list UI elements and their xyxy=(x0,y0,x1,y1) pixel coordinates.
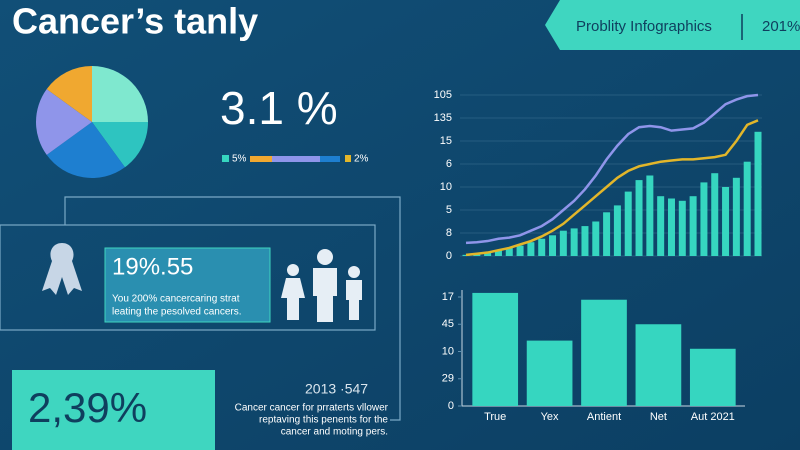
footer-text: reptaving this penents for the xyxy=(259,415,388,426)
bar xyxy=(494,250,502,256)
banner xyxy=(545,0,800,50)
bar xyxy=(613,205,621,256)
footer-value: 2,39% xyxy=(28,384,147,431)
legend-label: 5% xyxy=(232,154,247,165)
y-tick-label: 0 xyxy=(446,250,452,262)
legend-bar xyxy=(250,156,272,162)
bar xyxy=(624,191,632,256)
pie-slice xyxy=(46,66,92,122)
banner-year: 201% xyxy=(762,18,800,35)
bar xyxy=(516,245,524,256)
line xyxy=(465,119,759,257)
pie-slice xyxy=(92,66,148,122)
y-tick-label: 5 xyxy=(446,204,452,216)
legend-label: 2% xyxy=(354,154,369,165)
y-tick-label: 105 xyxy=(434,89,452,101)
bar xyxy=(711,173,719,256)
bar xyxy=(592,221,600,256)
legend-swatch xyxy=(222,155,229,162)
footer-text: Cancer cancer for prraterts vllower xyxy=(235,403,389,414)
bar xyxy=(646,175,654,256)
people-icon xyxy=(281,249,362,322)
bar xyxy=(635,180,643,256)
bar xyxy=(754,131,762,256)
legend-swatch xyxy=(345,155,351,162)
legend-bar xyxy=(320,156,340,162)
x-tick-label: Aut 2021 xyxy=(691,411,735,423)
title: Cancer’s tanly xyxy=(12,1,258,42)
y-tick-label: 17 xyxy=(442,291,454,303)
legend-bar xyxy=(272,156,320,162)
banner-text: Problity Infographics xyxy=(576,18,712,35)
x-tick-label: Yex xyxy=(541,411,559,423)
connector xyxy=(64,196,401,421)
bar xyxy=(570,228,578,256)
bar xyxy=(743,161,751,256)
line xyxy=(465,93,759,245)
card-text: leating the pesolved cancers. xyxy=(112,307,242,318)
y-tick-label: 10 xyxy=(442,345,454,357)
bar xyxy=(635,324,682,406)
pie-slice xyxy=(46,122,125,179)
y-tick-label: 6 xyxy=(446,158,452,170)
bar xyxy=(559,230,567,256)
footer-text: cancer and moting pers. xyxy=(281,427,388,438)
bar xyxy=(472,292,519,406)
bar xyxy=(462,254,470,256)
footer-box xyxy=(12,370,215,450)
y-tick-label: 10 xyxy=(440,181,452,193)
bar xyxy=(549,235,557,256)
big-stat: 3.1 % xyxy=(220,82,338,134)
bar xyxy=(603,212,611,256)
bar xyxy=(732,177,740,256)
footer-year: 2013 ·547 xyxy=(305,381,368,397)
panel xyxy=(0,224,376,331)
bar xyxy=(505,247,513,256)
bar xyxy=(527,242,535,256)
bar xyxy=(667,198,675,256)
y-tick-label: 15 xyxy=(440,135,452,147)
bar xyxy=(689,196,697,256)
bar xyxy=(581,299,627,406)
pie-slice xyxy=(36,89,92,155)
pie-slice xyxy=(92,122,148,168)
bar xyxy=(581,226,589,256)
y-tick-label: 135 xyxy=(434,112,452,124)
bar xyxy=(484,252,492,256)
bar xyxy=(700,182,708,256)
bar xyxy=(689,348,736,406)
card xyxy=(104,247,271,323)
x-tick-label: True xyxy=(484,411,506,423)
card-value: 19%.55 xyxy=(112,253,193,280)
bar xyxy=(538,238,546,256)
bar xyxy=(722,187,730,256)
bar xyxy=(678,200,686,256)
ribbon-icon xyxy=(42,243,82,295)
x-tick-label: Antient xyxy=(587,411,621,423)
y-tick-label: 45 xyxy=(442,318,454,330)
y-tick-label: 29 xyxy=(442,373,454,385)
bar xyxy=(657,196,665,256)
card-text: You 200% cancercaring strat xyxy=(112,294,240,305)
bar xyxy=(526,340,573,406)
y-tick-label: 0 xyxy=(448,400,454,412)
x-tick-label: Net xyxy=(650,411,667,423)
y-tick-label: 8 xyxy=(446,227,452,239)
